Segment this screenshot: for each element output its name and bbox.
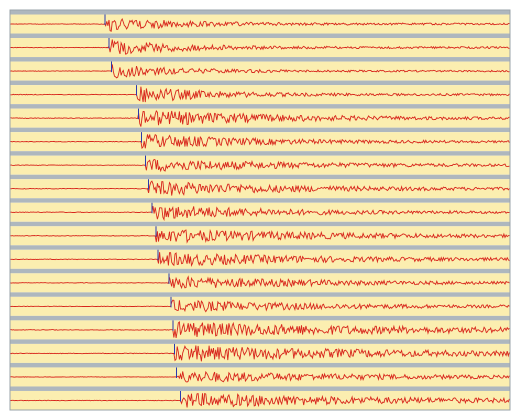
plot-frame [9, 9, 511, 411]
seismic-trace [9, 345, 510, 362]
seismic-trace [9, 134, 510, 150]
seismic-trace [9, 158, 510, 173]
seismic-trace [9, 370, 510, 383]
seismic-trace [9, 392, 510, 408]
trace-band [10, 202, 510, 222]
trace-separator [10, 57, 510, 62]
trace-separator [10, 292, 510, 297]
trace-separator [10, 339, 510, 344]
trace-band [10, 108, 510, 128]
seismic-trace [10, 252, 510, 267]
seismic-trace [9, 228, 510, 244]
trace-separator [10, 221, 510, 227]
trace-separator [10, 33, 510, 39]
trace-band [10, 61, 510, 81]
seismic-trace [9, 39, 510, 55]
seismic-trace [9, 206, 510, 222]
trace-separator [10, 104, 510, 109]
trace-separator [10, 151, 510, 156]
trace-separator [10, 10, 510, 15]
trace-band [10, 296, 510, 316]
seismic-trace [9, 17, 510, 32]
seismic-trace [10, 109, 510, 127]
trace-separator [10, 80, 510, 86]
trace-lines [9, 17, 510, 408]
pick-markers [104, 14, 181, 402]
trace-separator [10, 127, 510, 133]
seismic-trace [10, 86, 510, 103]
seismic-trace [10, 299, 510, 313]
trace-separator [10, 198, 510, 203]
seismic-trace [9, 64, 510, 79]
trace-separator [10, 245, 510, 250]
seismic-trace [9, 321, 510, 338]
trace-separator [10, 174, 510, 180]
trace-band [10, 85, 510, 105]
seismic-trace [9, 275, 510, 290]
trace-separator [10, 386, 510, 391]
trace-separator [10, 362, 510, 368]
seismic-trace [9, 180, 510, 196]
trace-separator [10, 268, 510, 274]
trace-separator [10, 315, 510, 321]
